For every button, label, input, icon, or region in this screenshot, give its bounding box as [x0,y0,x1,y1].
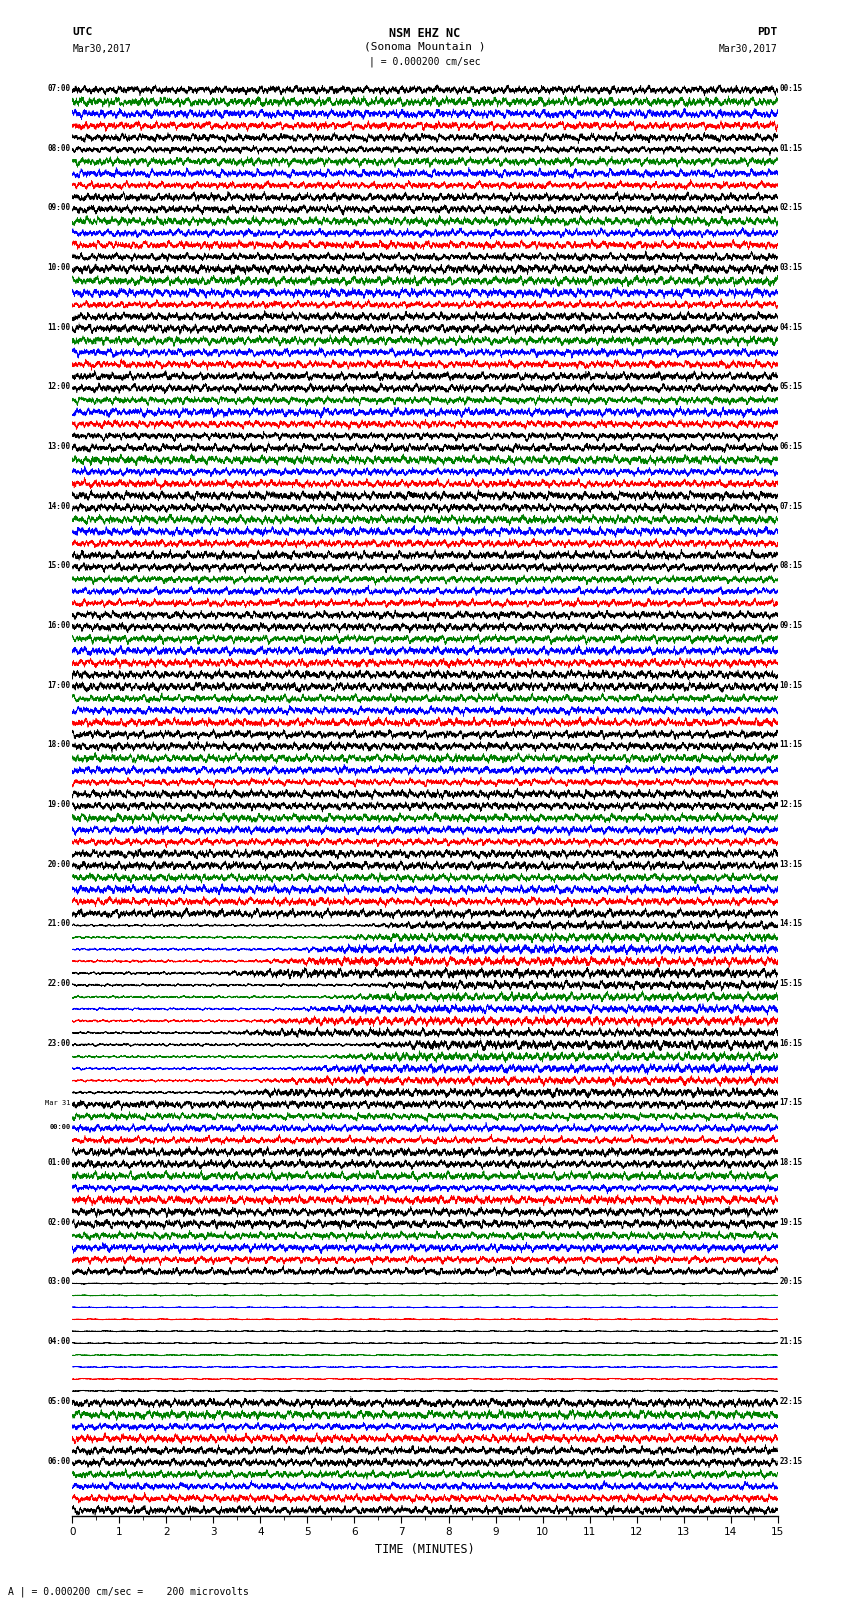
Text: 00:00: 00:00 [49,1124,71,1129]
Text: 04:15: 04:15 [779,323,802,332]
Text: 08:15: 08:15 [779,561,802,571]
Text: 12:15: 12:15 [779,800,802,810]
Text: 06:15: 06:15 [779,442,802,452]
Text: 09:15: 09:15 [779,621,802,631]
Text: 22:00: 22:00 [48,979,71,989]
Text: Mar 31: Mar 31 [45,1100,71,1107]
Text: 23:00: 23:00 [48,1039,71,1048]
X-axis label: TIME (MINUTES): TIME (MINUTES) [375,1544,475,1557]
Text: 13:00: 13:00 [48,442,71,452]
Text: 14:00: 14:00 [48,502,71,511]
Text: 17:15: 17:15 [779,1098,802,1108]
Text: 18:00: 18:00 [48,740,71,750]
Text: 19:15: 19:15 [779,1218,802,1227]
Text: 16:15: 16:15 [779,1039,802,1048]
Text: PDT: PDT [757,27,778,37]
Text: 02:15: 02:15 [779,203,802,213]
Text: 02:00: 02:00 [48,1218,71,1227]
Text: 09:00: 09:00 [48,203,71,213]
Text: 05:00: 05:00 [48,1397,71,1407]
Text: 03:15: 03:15 [779,263,802,273]
Text: NSM EHZ NC: NSM EHZ NC [389,27,461,40]
Text: 19:00: 19:00 [48,800,71,810]
Text: 17:00: 17:00 [48,681,71,690]
Text: 21:00: 21:00 [48,919,71,929]
Text: 08:00: 08:00 [48,144,71,153]
Text: 07:00: 07:00 [48,84,71,94]
Text: 23:15: 23:15 [779,1457,802,1466]
Text: 14:15: 14:15 [779,919,802,929]
Text: 22:15: 22:15 [779,1397,802,1407]
Text: 20:00: 20:00 [48,860,71,869]
Text: 15:00: 15:00 [48,561,71,571]
Text: 18:15: 18:15 [779,1158,802,1168]
Text: 06:00: 06:00 [48,1457,71,1466]
Text: 13:15: 13:15 [779,860,802,869]
Text: 15:15: 15:15 [779,979,802,989]
Text: Mar30,2017: Mar30,2017 [719,44,778,53]
Text: 01:15: 01:15 [779,144,802,153]
Text: 20:15: 20:15 [779,1277,802,1287]
Text: 10:00: 10:00 [48,263,71,273]
Text: 01:00: 01:00 [48,1158,71,1168]
Text: 21:15: 21:15 [779,1337,802,1347]
Text: 16:00: 16:00 [48,621,71,631]
Text: 00:15: 00:15 [779,84,802,94]
Text: 07:15: 07:15 [779,502,802,511]
Text: (Sonoma Mountain ): (Sonoma Mountain ) [365,42,485,52]
Text: 11:15: 11:15 [779,740,802,750]
Text: 12:00: 12:00 [48,382,71,392]
Text: 05:15: 05:15 [779,382,802,392]
Text: 03:00: 03:00 [48,1277,71,1287]
Text: 10:15: 10:15 [779,681,802,690]
Text: 04:00: 04:00 [48,1337,71,1347]
Text: UTC: UTC [72,27,93,37]
Text: A | = 0.000200 cm/sec =    200 microvolts: A | = 0.000200 cm/sec = 200 microvolts [8,1586,249,1597]
Text: 11:00: 11:00 [48,323,71,332]
Text: | = 0.000200 cm/sec: | = 0.000200 cm/sec [369,56,481,68]
Text: Mar30,2017: Mar30,2017 [72,44,131,53]
